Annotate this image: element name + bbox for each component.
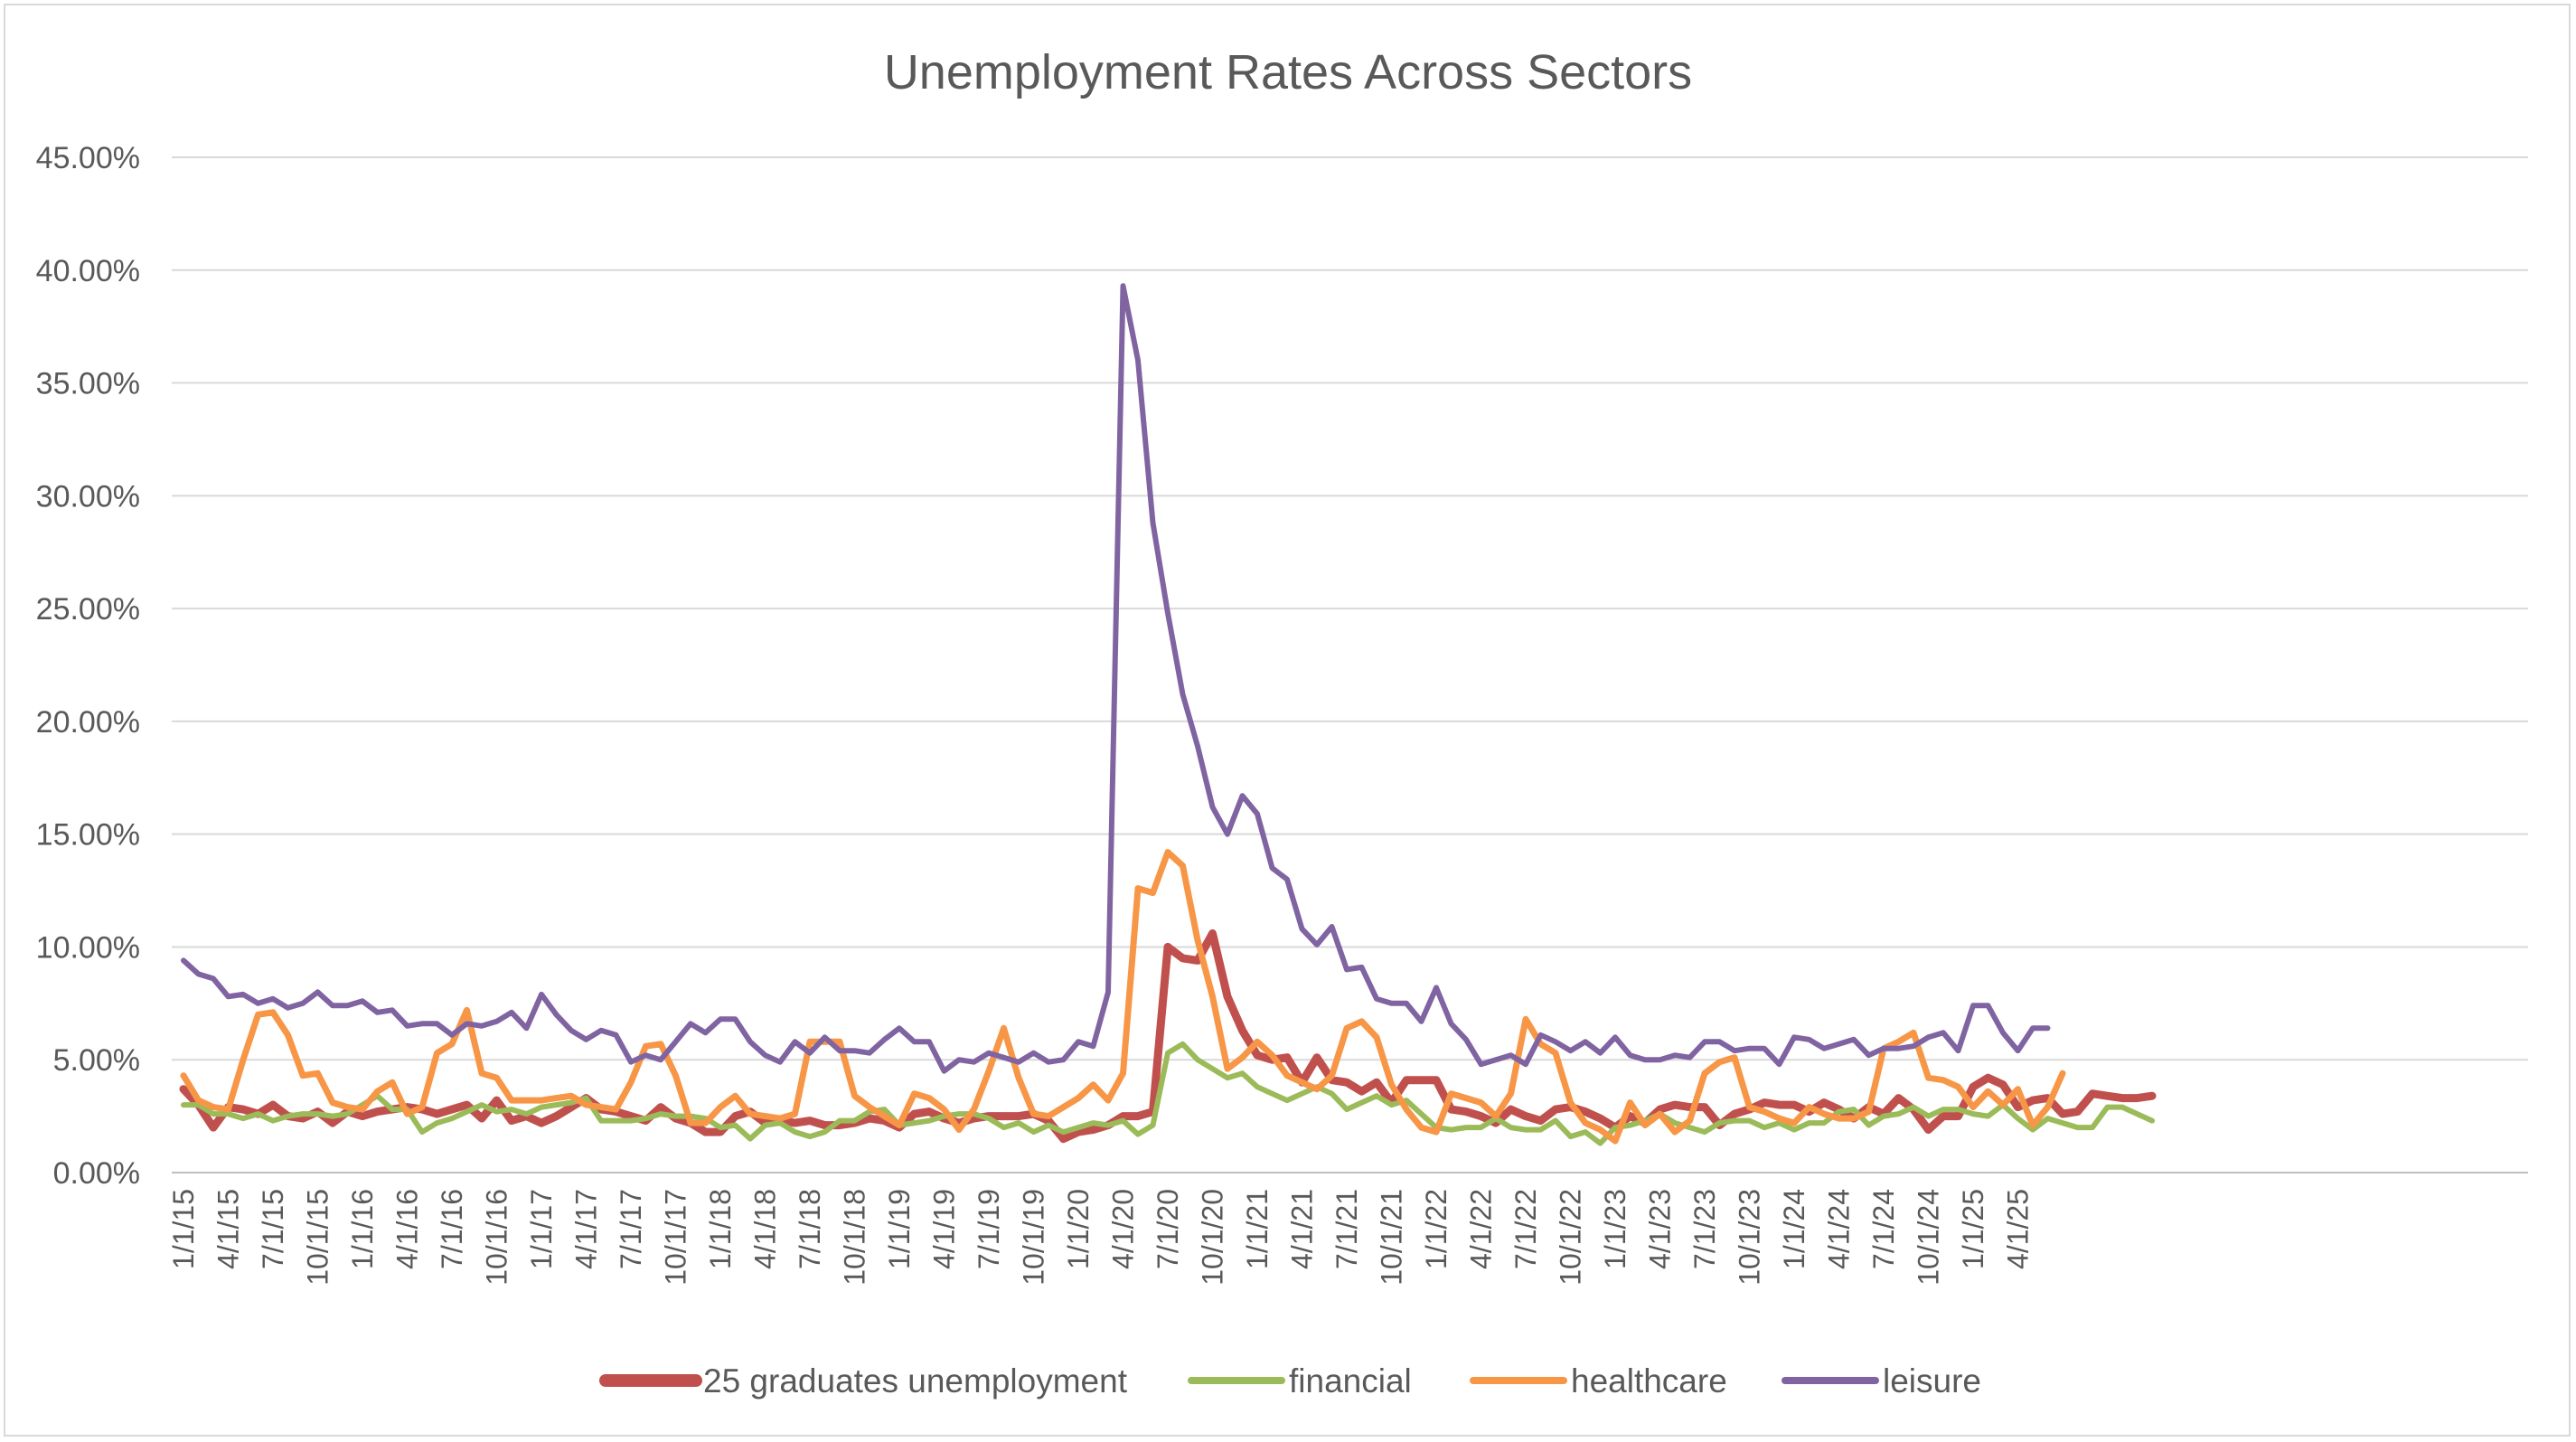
y-tick-label: 25.00% [36, 592, 140, 627]
x-tick-label: 10/1/24 [1913, 1189, 1945, 1286]
x-tick-label: 7/1/24 [1867, 1189, 1900, 1269]
chart-frame [4, 4, 2571, 1437]
x-tick-label: 10/1/20 [1197, 1189, 1229, 1286]
x-tick-label: 4/1/17 [570, 1189, 603, 1269]
x-tick-label: 4/1/19 [928, 1189, 961, 1269]
legend-label: leisure [1883, 1362, 1981, 1400]
x-tick-label: 4/1/16 [391, 1189, 424, 1269]
x-tick-label: 10/1/22 [1555, 1189, 1587, 1286]
x-tick-label: 10/1/23 [1734, 1189, 1766, 1286]
x-tick-label: 4/1/18 [749, 1189, 782, 1269]
x-tick-label: 1/1/21 [1241, 1189, 1274, 1269]
gridlines [172, 156, 2528, 1173]
x-tick-label: 10/1/19 [1018, 1189, 1050, 1286]
series-lines [179, 283, 2157, 1146]
y-tick-label: 45.00% [36, 141, 140, 175]
x-axis-ticks: 1/1/15 4/1/15 7/1/15 10/1/15 1/1/16 4/1/16 7/1… [167, 1189, 2035, 1286]
x-tick-label: 7/1/17 [615, 1189, 647, 1269]
y-tick-label: 5.00% [53, 1043, 140, 1078]
x-tick-label: 1/1/20 [1062, 1189, 1095, 1269]
x-tick-label: 4/1/24 [1823, 1189, 1856, 1269]
x-tick-label: 7/1/19 [973, 1189, 1005, 1269]
legend: 25 graduates unemployment financial health… [599, 1362, 1981, 1400]
x-tick-label: 1/1/25 [1957, 1189, 1989, 1269]
x-tick-label: 7/1/23 [1688, 1189, 1721, 1269]
x-tick-label: 4/1/20 [1107, 1189, 1140, 1269]
x-tick-label: 7/1/22 [1509, 1189, 1542, 1269]
legend-label: financial [1289, 1362, 1412, 1400]
x-tick-label: 4/1/22 [1465, 1189, 1498, 1269]
x-tick-label: 1/1/15 [167, 1189, 200, 1269]
x-tick-label: 4/1/21 [1286, 1189, 1319, 1269]
y-tick-label: 30.00% [36, 479, 140, 514]
x-tick-label: 7/1/18 [794, 1189, 826, 1269]
x-tick-label: 7/1/16 [436, 1189, 468, 1269]
x-tick-label: 1/1/18 [704, 1189, 737, 1269]
x-tick-label: 10/1/15 [302, 1189, 334, 1286]
x-tick-label: 4/1/23 [1644, 1189, 1677, 1269]
x-tick-label: 10/1/16 [481, 1189, 513, 1286]
x-tick-label: 1/1/23 [1599, 1189, 1631, 1269]
y-axis-ticks: 0.00% 5.00% 10.00% 15.00% 20.00% 25.00% 30.00%… [36, 141, 140, 1191]
x-tick-label: 1/1/16 [346, 1189, 379, 1269]
y-tick-label: 15.00% [36, 818, 140, 853]
legend-label: 25 graduates unemployment [703, 1362, 1128, 1400]
series-line-financial [181, 1041, 2155, 1146]
x-tick-label: 7/1/20 [1152, 1189, 1184, 1269]
x-tick-label: 1/1/24 [1778, 1189, 1810, 1269]
series-line-healthcare [180, 849, 2066, 1145]
x-tick-label: 1/1/22 [1420, 1189, 1453, 1269]
y-tick-label: 35.00% [36, 367, 140, 401]
x-tick-label: 10/1/17 [660, 1189, 692, 1286]
x-tick-label: 7/1/15 [257, 1189, 289, 1269]
x-tick-label: 7/1/21 [1330, 1189, 1363, 1269]
y-tick-label: 40.00% [36, 254, 140, 288]
series-line-leisure [181, 283, 2051, 1074]
chart-title: Unemployment Rates Across Sectors [884, 45, 1692, 99]
x-tick-label: 4/1/25 [2002, 1189, 2035, 1269]
series-line-25-graduates-unemployment [179, 929, 2157, 1144]
y-tick-label: 0.00% [53, 1156, 140, 1191]
x-tick-label: 1/1/17 [525, 1189, 558, 1269]
y-tick-label: 10.00% [36, 930, 140, 965]
x-tick-label: 10/1/18 [839, 1189, 871, 1286]
x-tick-label: 1/1/19 [883, 1189, 916, 1269]
x-tick-label: 4/1/15 [212, 1189, 245, 1269]
y-tick-label: 20.00% [36, 705, 140, 740]
x-tick-label: 10/1/21 [1376, 1189, 1408, 1286]
legend-label: healthcare [1571, 1362, 1727, 1400]
